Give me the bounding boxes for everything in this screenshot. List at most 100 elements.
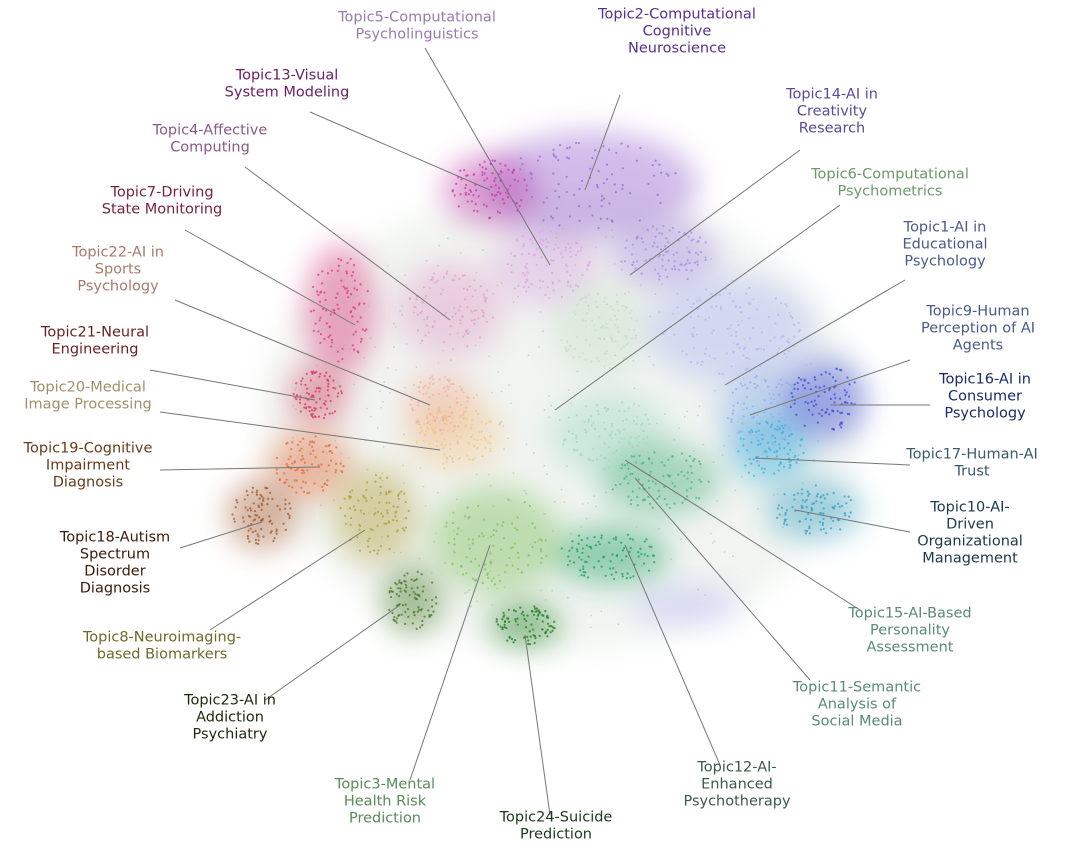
point [379,477,382,480]
point [620,260,623,263]
point [310,414,314,418]
point [475,579,478,582]
point [411,408,415,412]
point [669,467,672,470]
point [345,270,348,273]
point [485,177,489,180]
point [617,331,620,334]
point [293,479,296,482]
point [399,310,402,313]
point [771,434,774,437]
point [327,464,330,467]
point [453,307,456,310]
point [311,412,314,415]
point [618,409,621,413]
point [481,171,484,174]
point [484,167,488,170]
point [795,413,798,416]
point [790,392,793,395]
point [352,271,355,274]
point [762,471,765,474]
point [548,297,551,299]
point [340,392,344,395]
point [300,379,303,383]
point [549,631,552,634]
point [757,347,760,351]
point [807,408,811,412]
point [251,486,255,489]
point [304,407,308,410]
point [548,395,551,397]
point [570,255,573,258]
point [289,507,292,510]
point [696,300,699,303]
point [369,415,372,418]
point [320,485,324,488]
point [597,336,601,340]
point [463,169,466,172]
point [565,175,568,178]
point [502,611,505,615]
point [464,186,467,190]
point [821,377,824,380]
point [491,159,494,162]
point [416,419,419,422]
point [560,547,563,550]
point [500,548,503,551]
point [352,383,355,386]
point [411,407,414,410]
point [742,377,745,380]
point [525,262,528,265]
point [511,546,515,549]
topic-label: Personality [870,623,950,639]
point [689,487,692,490]
point [300,458,303,462]
point [300,447,303,450]
point [512,472,515,474]
point [621,268,623,271]
point [579,298,583,301]
point [430,426,433,430]
point [483,179,486,182]
point [628,191,632,195]
point [519,168,522,171]
point [532,451,535,454]
point [443,453,446,456]
point [297,443,300,446]
point [645,538,648,541]
point [507,196,510,199]
point [685,268,688,272]
point [389,392,391,394]
point [324,298,327,302]
point [416,610,419,613]
point [635,526,638,528]
point [571,545,574,548]
point [508,556,511,560]
point [437,491,439,494]
point [491,172,494,175]
point [466,332,469,335]
point [656,193,659,197]
point [419,432,421,435]
point [275,528,278,531]
point [829,527,833,530]
point [255,542,258,545]
leader-line [184,229,356,326]
point [627,407,630,410]
point [811,502,814,505]
point [704,318,707,321]
point [584,295,587,298]
topic-label: Psychology [77,279,159,295]
point [298,401,302,404]
point [371,528,374,532]
point [584,297,587,300]
cluster [226,479,298,551]
point [763,467,766,470]
point [337,392,340,395]
point [748,358,751,360]
point [613,323,617,326]
point [546,628,549,631]
point [737,431,740,434]
point [312,329,315,333]
point [306,387,309,390]
